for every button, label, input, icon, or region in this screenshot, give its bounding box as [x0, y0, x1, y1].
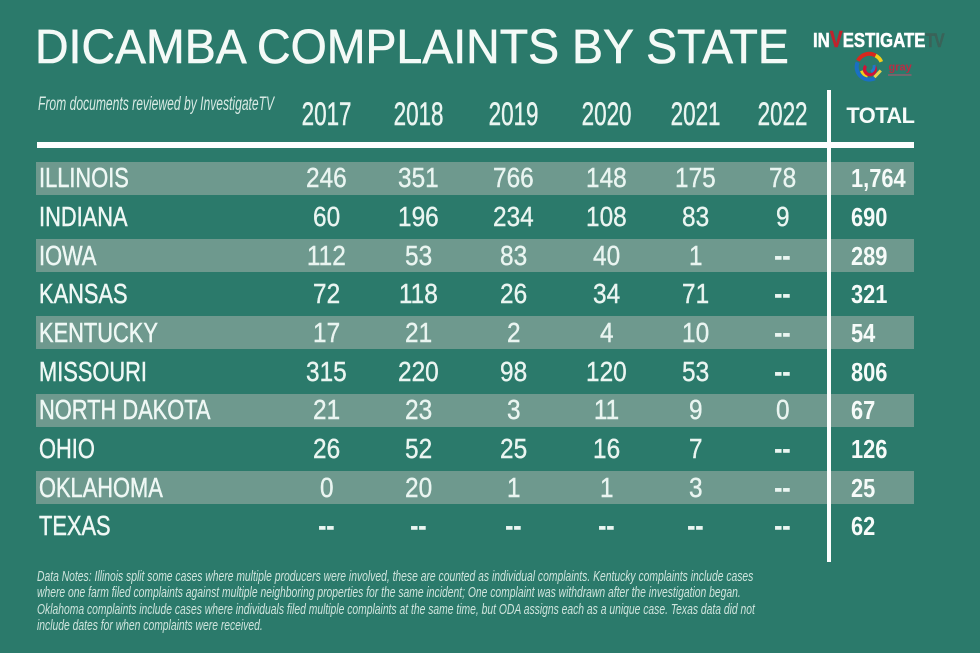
svg-text:gray: gray	[889, 62, 913, 74]
